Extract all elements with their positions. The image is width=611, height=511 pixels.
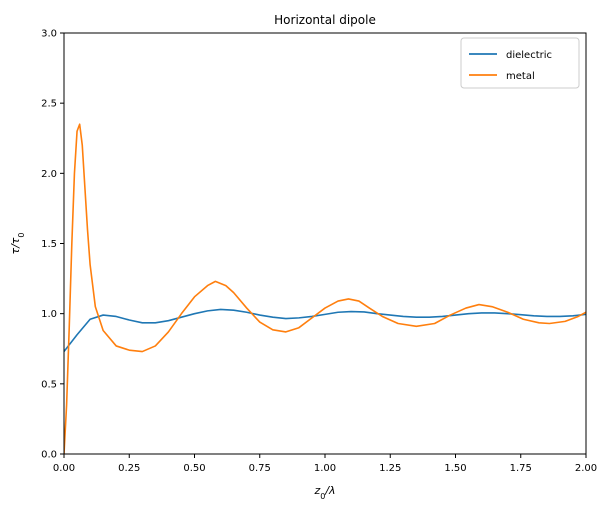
x-tick-label: 1.75 xyxy=(510,463,532,474)
x-tick-label: 0.75 xyxy=(249,463,271,474)
x-tick-label: 1.25 xyxy=(379,463,401,474)
x-tick-label: 0.00 xyxy=(53,463,75,474)
x-tick-label: 0.50 xyxy=(183,463,205,474)
axes-frame xyxy=(63,32,587,455)
x-tick-label: 0.25 xyxy=(118,463,140,474)
y-tick-label: 1.5 xyxy=(41,239,57,250)
y-tick-label: 2.0 xyxy=(41,169,57,180)
y-tick-label: 0.5 xyxy=(41,379,57,390)
legend-label-dielectric: dielectric xyxy=(506,50,552,61)
y-tick-label: 1.0 xyxy=(41,309,57,320)
x-axis-label: z0/λ xyxy=(313,484,335,501)
x-tick-label: 1.50 xyxy=(444,463,466,474)
legend: dielectric metal xyxy=(460,37,580,89)
y-tick-label: 0.0 xyxy=(41,450,57,461)
ticks: 0.00 0.25 0.50 0.75 1.00 1.25 1.50 1.75 2.00 0.0 0… xyxy=(41,29,597,475)
chart-title: Horizontal dipole xyxy=(274,13,376,27)
x-tick-label: 1.00 xyxy=(314,463,336,474)
series-line-metal xyxy=(64,123,586,454)
y-tick-label: 3.0 xyxy=(41,29,57,40)
plot-area xyxy=(64,123,586,454)
y-axis-label: τ/τ0 xyxy=(9,232,26,254)
x-tick-label: 2.00 xyxy=(575,463,597,474)
legend-label-metal: metal xyxy=(506,71,535,82)
y-tick-label: 2.5 xyxy=(41,99,57,110)
series-line-dielectric xyxy=(64,308,586,353)
